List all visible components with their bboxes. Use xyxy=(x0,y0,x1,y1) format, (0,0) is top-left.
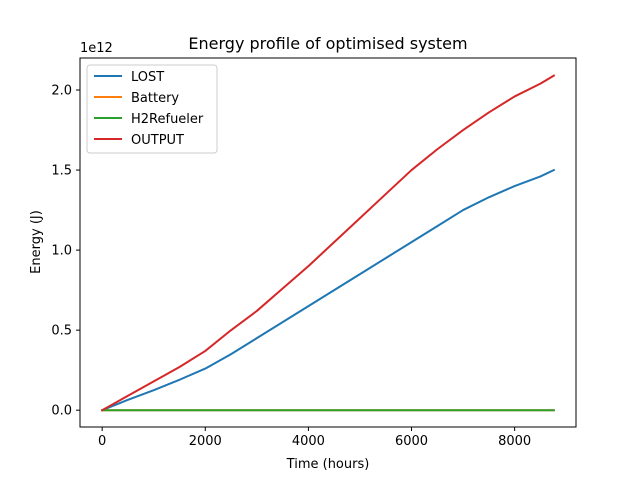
legend-label-h2refueler: H2Refueler xyxy=(131,112,204,127)
y-tick-label: 0.0 xyxy=(51,404,72,419)
chart-title: Energy profile of optimised system xyxy=(188,34,467,53)
y-offset-label: 1e12 xyxy=(80,41,113,56)
series-line-lost xyxy=(100,168,556,412)
x-axis-label: Time (hours) xyxy=(286,457,370,472)
plot-frame xyxy=(79,57,577,428)
legend-label-battery: Battery xyxy=(131,91,179,106)
series-line-output xyxy=(100,74,556,412)
x-tick-label: 2000 xyxy=(189,434,222,449)
plot-content xyxy=(100,74,556,412)
y-tick-label: 1.0 xyxy=(51,244,72,259)
y-tick-label: 0.5 xyxy=(51,324,72,339)
y-tick-label: 1.5 xyxy=(51,164,72,179)
legend-box xyxy=(86,64,218,154)
x-tick-label: 4000 xyxy=(292,434,325,449)
x-tick-label: 6000 xyxy=(395,434,428,449)
legend-label-output: OUTPUT xyxy=(131,133,184,148)
y-axis: 0.0 0.5 1.0 1.5 2.0 xyxy=(51,84,80,419)
x-tick-label: 8000 xyxy=(498,434,531,449)
x-axis: 0 2000 4000 6000 8000 xyxy=(98,427,531,449)
legend: LOST Battery H2Refueler OUTPUT xyxy=(86,64,218,154)
x-tick-label: 0 xyxy=(98,434,106,449)
legend-label-lost: LOST xyxy=(131,70,164,85)
y-axis-label: Energy (J) xyxy=(29,210,44,274)
y-tick-label: 2.0 xyxy=(51,84,72,99)
